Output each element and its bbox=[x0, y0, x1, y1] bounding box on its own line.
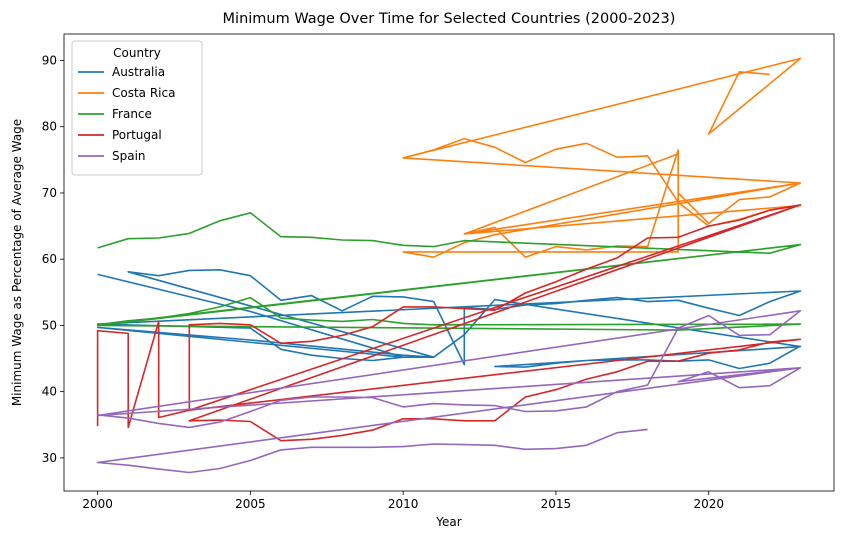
series-line-portugal bbox=[96, 204, 802, 442]
y-axis: 30 40 50 60 70 80 90 bbox=[42, 53, 64, 465]
legend-label-australia: Australia bbox=[112, 65, 165, 79]
y-tick-label: 90 bbox=[42, 53, 57, 67]
y-tick-label: 50 bbox=[42, 318, 57, 332]
legend-title: Country bbox=[113, 46, 161, 60]
x-tick-label: 2010 bbox=[388, 497, 419, 511]
x-axis-label: Year bbox=[435, 515, 461, 529]
x-tick-label: 2005 bbox=[235, 497, 266, 511]
y-tick-label: 30 bbox=[42, 451, 57, 465]
legend: Country Australia Costa Rica France Portuga… bbox=[71, 40, 203, 176]
legend-label-france: France bbox=[112, 107, 152, 121]
series-line-spain bbox=[96, 310, 802, 474]
legend-box bbox=[71, 40, 203, 176]
y-tick-label: 60 bbox=[42, 252, 57, 266]
series-layer bbox=[96, 57, 802, 474]
x-tick-label: 2015 bbox=[541, 497, 572, 511]
series-line-costa-rica bbox=[402, 57, 802, 258]
legend-label-costa-rica: Costa Rica bbox=[112, 86, 175, 100]
chart-title: Minimum Wage Over Time for Selected Coun… bbox=[223, 11, 676, 27]
y-axis-label: Minimum Wage as Percentage of Average Wa… bbox=[10, 119, 24, 406]
x-tick-label: 2020 bbox=[693, 497, 724, 511]
series-line-australia bbox=[96, 269, 802, 370]
x-axis: 2000 2005 2010 2015 2020 bbox=[82, 491, 724, 511]
y-tick-label: 40 bbox=[42, 385, 57, 399]
plot-frame bbox=[63, 33, 835, 492]
y-tick-label: 70 bbox=[42, 186, 57, 200]
legend-label-spain: Spain bbox=[112, 149, 146, 163]
x-tick-label: 2000 bbox=[82, 497, 113, 511]
series-line-france bbox=[96, 212, 802, 331]
legend-label-portugal: Portugal bbox=[112, 128, 162, 142]
y-tick-label: 80 bbox=[42, 120, 57, 134]
